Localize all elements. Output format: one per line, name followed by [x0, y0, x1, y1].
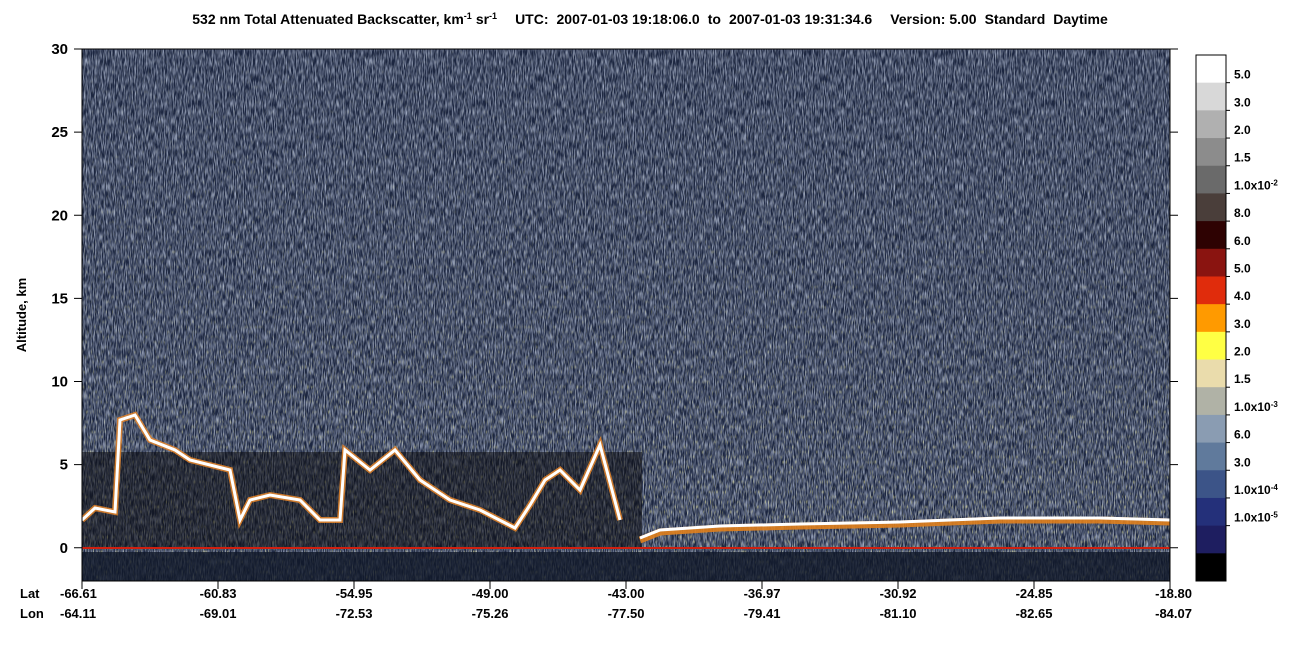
colorbar-swatch [1196, 82, 1226, 111]
y-tick-label: 30 [51, 41, 68, 58]
colorbar-swatch [1196, 525, 1226, 554]
colorbar-swatch [1196, 138, 1226, 167]
colorbar-label: 1.0x10-4 [1234, 482, 1278, 497]
x-tick-label: -82.65 [1016, 606, 1053, 621]
x-tick-label: -75.26 [472, 606, 509, 621]
colorbar-label: 2.0 [1234, 345, 1251, 359]
colorbar-label-base: 1.0x10 [1234, 511, 1271, 525]
colorbar-swatch [1196, 110, 1226, 139]
colorbar-swatch [1196, 193, 1226, 222]
colorbar-label: 6.0 [1234, 234, 1251, 248]
title-to: to [708, 11, 721, 27]
x-tick-label: -69.01 [200, 606, 237, 621]
x-tick-label: -84.07 [1155, 606, 1192, 621]
y-axis-label: Altitude, km [14, 278, 29, 352]
colorbar-label-base: 1.0x10 [1234, 483, 1271, 497]
colorbar-label-exp: -4 [1271, 482, 1279, 491]
x-row-label: Lon [20, 606, 44, 621]
x-tick-label: -79.41 [744, 606, 781, 621]
x-tick-label: -81.10 [880, 606, 917, 621]
title-exp: -1 [464, 11, 472, 21]
x-tick-label: -64.11 [60, 606, 96, 621]
x-tick-label: -66.61 [60, 586, 97, 601]
x-tick-label: -60.83 [200, 586, 237, 601]
colorbar-swatch [1196, 221, 1226, 250]
colorbar-label: 1.0x10-3 [1234, 399, 1278, 414]
colorbar-swatch [1196, 414, 1226, 444]
colorbar-swatch [1196, 497, 1226, 527]
colorbar-frame [1195, 54, 1227, 582]
title-exp: -1 [489, 11, 497, 21]
y-tick-label: 20 [51, 207, 68, 224]
x-tick-label: -72.53 [336, 606, 373, 621]
colorbar-swatch [1196, 304, 1226, 333]
x-tick-label: -54.95 [336, 586, 373, 601]
x-row-label: Lat [20, 586, 40, 601]
x-tick-label: -43.00 [608, 586, 645, 601]
colorbar-label: 5.0 [1234, 261, 1251, 275]
colorbar-swatch [1196, 387, 1226, 416]
colorbar-swatch [1196, 470, 1226, 499]
title-utc: UTC: [515, 11, 548, 27]
colorbar-swatch [1196, 248, 1226, 277]
colorbar-swatch [1196, 276, 1226, 305]
title-version: Version: 5.00 [890, 11, 977, 27]
colorbar-label: 3.0 [1234, 317, 1251, 331]
title-unit: sr [476, 11, 490, 27]
y-tick-label: 5 [60, 457, 68, 474]
title-end: 2007-01-03 19:31:34.6 [729, 11, 872, 27]
colorbar-swatch [1196, 442, 1226, 471]
x-tick-label: -36.97 [744, 586, 781, 601]
colorbar-label-base: 1.0x10 [1234, 178, 1271, 192]
colorbar-label: 3.0 [1234, 455, 1251, 469]
colorbar-swatch [1196, 553, 1226, 582]
chart-title: 532 nm Total Attenuated Backscatter, km-… [192, 11, 1108, 27]
y-tick-label: 25 [51, 124, 68, 141]
colorbar-label: 3.0 [1234, 95, 1251, 109]
x-tick-label: -24.85 [1016, 586, 1053, 601]
x-tick-label: -77.50 [608, 606, 645, 621]
colorbar-label: 2.0 [1234, 123, 1251, 137]
x-tick-label: -49.00 [472, 586, 509, 601]
x-tick-label: -18.80 [1155, 586, 1192, 601]
y-tick-label: 0 [60, 540, 68, 557]
title-start: 2007-01-03 19:18:06.0 [557, 11, 700, 27]
colorbar-label: 4.0 [1234, 289, 1251, 303]
colorbar-label: 1.0x10-5 [1234, 510, 1278, 525]
colorbar-swatch [1196, 55, 1226, 84]
colorbar-label-base: 1.0x10 [1234, 400, 1271, 414]
backscatter-image [82, 49, 1170, 581]
x-tick-label: -30.92 [880, 586, 917, 601]
y-tick-label: 10 [51, 374, 68, 391]
colorbar-label: 6.0 [1234, 428, 1251, 442]
colorbar-label: 5.0 [1234, 68, 1251, 82]
colorbar-label: 8.0 [1234, 206, 1251, 220]
colorbar-label: 1.5 [1234, 151, 1251, 165]
colorbar-swatch [1196, 165, 1226, 194]
title-main: 532 nm Total Attenuated Backscatter, km [192, 11, 464, 27]
colorbar-swatch [1196, 331, 1226, 361]
title-product: Standard [985, 11, 1046, 27]
colorbar-label-exp: -3 [1271, 399, 1279, 408]
title-daytime: Daytime [1053, 11, 1108, 27]
y-tick-label: 15 [51, 290, 68, 307]
colorbar-swatch [1196, 359, 1226, 388]
colorbar-label-exp: -5 [1271, 510, 1279, 519]
colorbar-label-exp: -2 [1271, 178, 1279, 187]
colorbar: 5.03.02.01.51.0x10-28.06.05.04.03.02.01.… [1195, 54, 1278, 582]
colorbar-label: 1.5 [1234, 372, 1251, 386]
colorbar-label: 1.0x10-2 [1234, 178, 1278, 193]
